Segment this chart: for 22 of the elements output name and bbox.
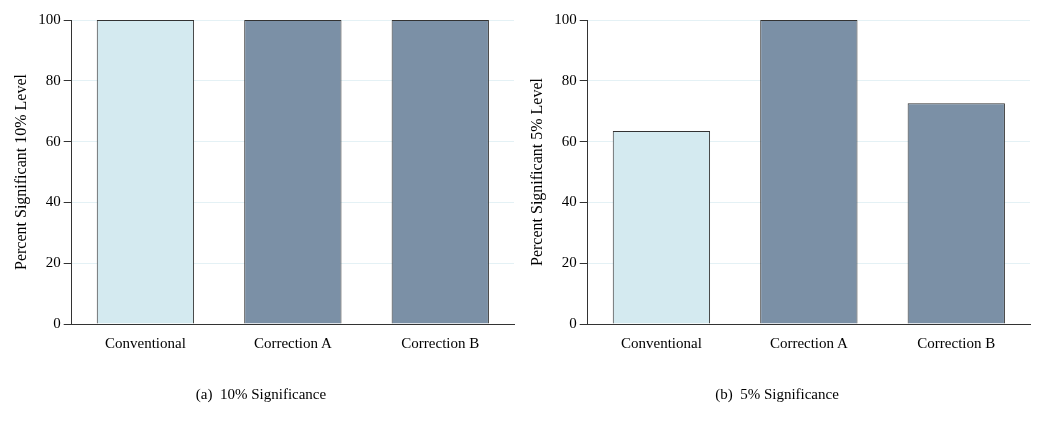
y-tick-label: 80 [45,71,61,88]
y-tick-label: 0 [569,314,577,331]
x-tick-label: Correction B [917,334,996,351]
x-tick-label: Correction A [769,334,848,351]
y-tick-label: 60 [45,132,61,149]
y-axis-title: Percent Significant 5% Level [527,77,546,266]
text: (b) 5% Significance [715,385,840,403]
y-tick-label: 20 [45,254,61,271]
text: (a) 10% Significance [195,385,327,403]
y-tick-label: 100 [38,10,61,27]
y-tick-label: 80 [561,71,577,88]
x-tick-label: Conventional [105,334,186,351]
y-tick-label: 20 [561,254,577,271]
y-tick-label: 40 [561,193,577,210]
y-axis-title: Percent Significant 10% Level [11,73,30,270]
x-tick-label: Correction B [401,334,480,351]
x-tick-label: Conventional [621,334,702,351]
y-tick-label: 60 [561,132,577,149]
y-tick-label: 0 [53,314,61,331]
y-tick-label: 100 [554,10,577,27]
y-tick-label: 40 [45,193,61,210]
x-tick-label: Correction A [253,334,332,351]
